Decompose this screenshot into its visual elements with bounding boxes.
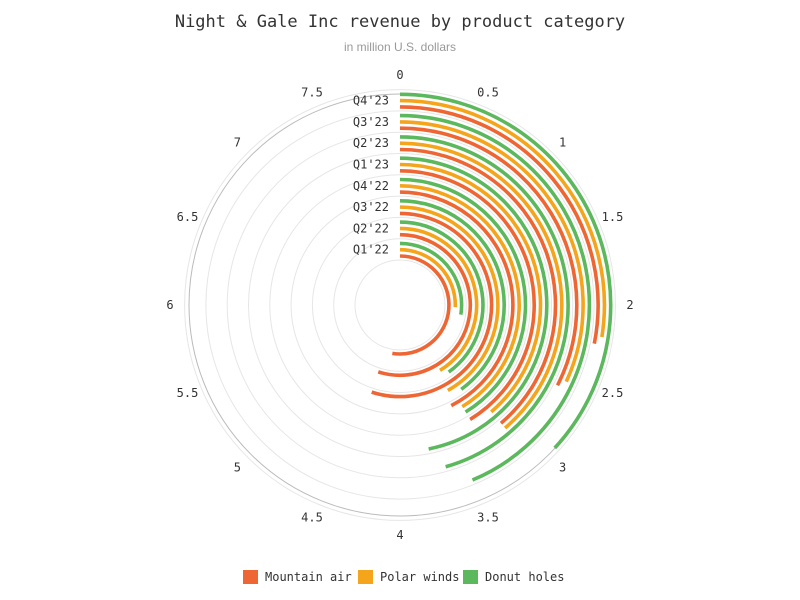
grid-circle	[311, 216, 489, 394]
legend-item-polar-winds[interactable]: Polar winds	[358, 570, 459, 584]
legend-swatch	[463, 570, 478, 584]
category-label: Q2'22	[353, 221, 389, 235]
grid-circle	[226, 131, 574, 479]
angular-tick-label: 3	[559, 461, 566, 475]
chart-title: Night & Gale Inc revenue by product cate…	[175, 12, 625, 32]
angular-tick-label: 4	[396, 528, 403, 542]
bar-donut-holes-6[interactable]	[399, 113, 592, 482]
legend-swatch	[358, 570, 373, 584]
bar-mountain-air-3[interactable]	[399, 190, 515, 408]
angular-tick-label: 4.5	[301, 511, 323, 525]
angular-tick-label: 7.5	[301, 86, 323, 100]
bar-donut-holes-7[interactable]	[399, 92, 613, 450]
legend: Mountain air Polar winds Donut holes	[243, 570, 564, 584]
bar-mountain-air-1[interactable]	[377, 232, 473, 378]
grid-circle	[290, 195, 510, 415]
bar-polar-winds-6[interactable]	[399, 120, 585, 383]
polar-grid	[184, 89, 616, 521]
grid-circle	[269, 174, 531, 436]
bar-mountain-air-7[interactable]	[399, 105, 600, 344]
grid-circle	[248, 153, 552, 457]
bar-donut-holes-1[interactable]	[399, 220, 485, 374]
legend-swatch	[243, 570, 258, 584]
angular-tick-label: 1.5	[602, 210, 624, 224]
legend-label: Polar winds	[380, 570, 459, 584]
angular-tick-label: 7	[234, 135, 241, 149]
bar-donut-holes-2[interactable]	[399, 199, 506, 391]
legend-item-donut-holes[interactable]: Donut holes	[463, 570, 564, 584]
bar-polar-winds-7[interactable]	[399, 98, 607, 338]
angular-tick-label: 6.5	[177, 210, 199, 224]
bar-polar-winds-1[interactable]	[399, 226, 479, 372]
bar-mountain-air-5[interactable]	[399, 147, 558, 425]
category-label: Q1'22	[353, 243, 389, 257]
bar-donut-holes-3[interactable]	[399, 177, 528, 414]
angular-tick-label: 5.5	[177, 386, 199, 400]
angular-tick-label: 3.5	[477, 511, 499, 525]
category-label: Q4'22	[353, 179, 389, 193]
legend-item-mountain-air[interactable]: Mountain air	[243, 570, 352, 584]
chart-subtitle: in million U.S. dollars	[344, 40, 456, 54]
angular-tick-label: 2	[626, 298, 633, 312]
legend-label: Donut holes	[485, 570, 564, 584]
grid-circle	[354, 259, 446, 351]
bar-polar-winds-2[interactable]	[399, 205, 500, 392]
angular-tick-label: 0	[396, 68, 403, 82]
bar-mountain-air-0[interactable]	[392, 254, 451, 356]
angular-tick-label: 1	[559, 135, 566, 149]
category-labels: Q1'22 Q2'22 Q3'22 Q4'22 Q1'23 Q2'23 Q3'23 Q4'23	[353, 94, 389, 257]
radial-bars	[371, 92, 613, 482]
bar-mountain-air-4[interactable]	[399, 169, 536, 421]
bar-polar-winds-4[interactable]	[399, 162, 543, 414]
bar-polar-winds-3[interactable]	[399, 184, 521, 409]
category-label: Q1'23	[353, 158, 389, 172]
bar-mountain-air-2[interactable]	[371, 211, 494, 399]
grid-circle	[333, 238, 467, 372]
bar-mountain-air-6[interactable]	[399, 126, 579, 387]
category-label: Q4'23	[353, 94, 389, 108]
angular-tick-labels: 0 0.5 1 1.5 2 2.5 3 3.5 4 4.5 5 5.5 6 6.5 7 7.5	[166, 68, 633, 542]
bar-polar-winds-5[interactable]	[399, 141, 564, 430]
bar-donut-holes-0[interactable]	[399, 241, 464, 315]
angular-tick-label: 6	[166, 298, 173, 312]
bar-donut-holes-4[interactable]	[399, 156, 549, 451]
category-label: Q3'23	[353, 115, 389, 129]
angular-tick-label: 2.5	[602, 386, 624, 400]
category-label: Q2'23	[353, 136, 389, 150]
angular-tick-label: 0.5	[477, 86, 499, 100]
bar-donut-holes-5[interactable]	[399, 135, 570, 469]
category-label: Q3'22	[353, 200, 389, 214]
grid-circle	[184, 89, 616, 521]
angular-tick-label: 5	[234, 461, 241, 475]
grid-circle	[205, 110, 595, 500]
legend-label: Mountain air	[265, 570, 352, 584]
bar-polar-winds-0[interactable]	[399, 247, 458, 308]
